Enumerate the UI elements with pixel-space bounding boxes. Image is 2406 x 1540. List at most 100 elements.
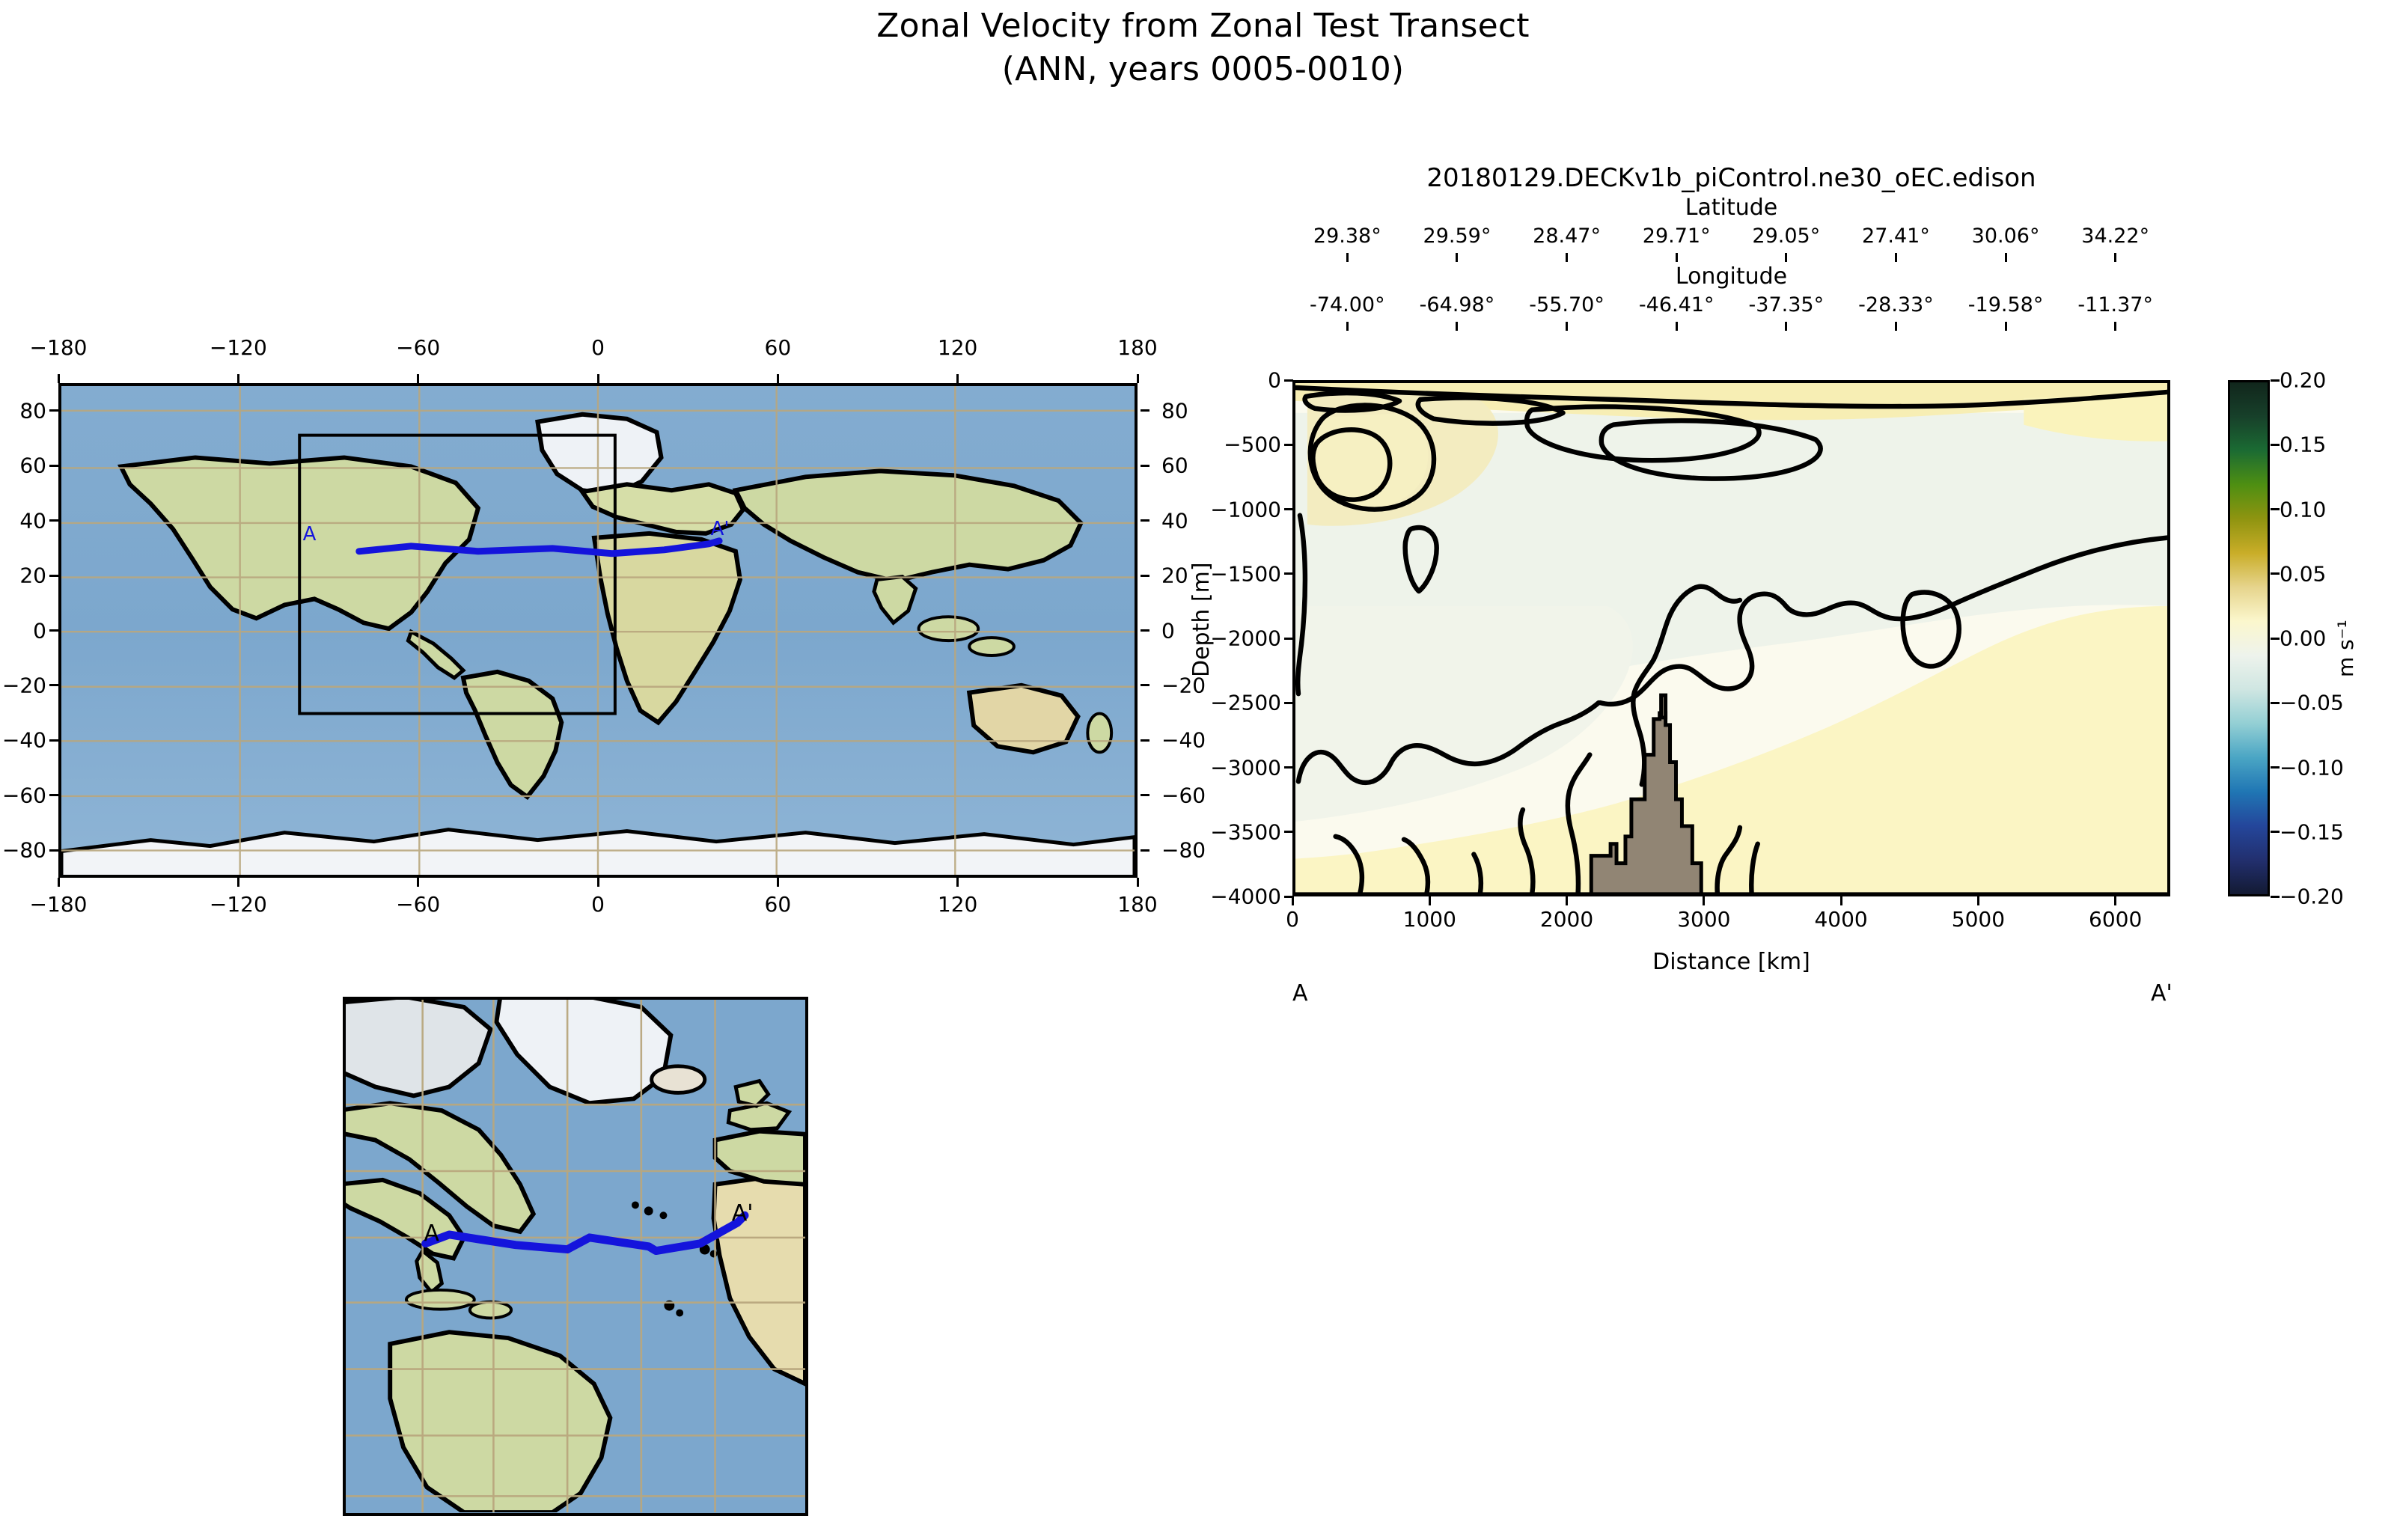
distance-tick-label: 3000 bbox=[1677, 907, 1731, 932]
world-ytick-left-tickmark bbox=[49, 684, 58, 687]
distance-tick-tickmark bbox=[1566, 896, 1569, 905]
world-map-graphic bbox=[61, 386, 1135, 875]
world-ytick-left-label: 60 bbox=[19, 453, 46, 478]
world-ytick-right-label: 80 bbox=[1161, 398, 1188, 424]
colorbar-tick-label: 0.15 bbox=[2280, 432, 2327, 457]
world-xtick-bottom-tickmark bbox=[1136, 878, 1139, 887]
depth-tick-tickmark bbox=[1284, 508, 1293, 510]
world-xtick-bottom-tickmark bbox=[596, 878, 599, 887]
transect-section-plot[interactable] bbox=[1292, 380, 2170, 896]
figure-title: Zonal Velocity from Zonal Test Transect … bbox=[0, 4, 2406, 91]
transect-start-label-inset: A bbox=[424, 1220, 439, 1247]
world-ytick-right-tickmark bbox=[1141, 684, 1149, 687]
world-xtick-top-tickmark bbox=[57, 374, 60, 383]
world-xtick-bottom-label: 180 bbox=[1117, 892, 1158, 917]
global-locator-map[interactable]: A A' bbox=[58, 383, 1138, 878]
latitude-tick-tickmark bbox=[1566, 253, 1569, 262]
colorbar-tick-tickmark bbox=[2271, 831, 2280, 834]
inset-map-graphic bbox=[346, 1000, 805, 1513]
colorbar[interactable] bbox=[2228, 380, 2270, 896]
longitude-tick-tickmark bbox=[1785, 322, 1788, 331]
depth-tick-label: −3500 bbox=[1210, 819, 1281, 845]
world-xtick-bottom-tickmark bbox=[776, 878, 779, 887]
world-ytick-left-label: −80 bbox=[1, 837, 46, 863]
depth-tick-label: −3000 bbox=[1210, 755, 1281, 780]
colorbar-tick-tickmark bbox=[2271, 443, 2280, 446]
latitude-tick-label: 29.38° bbox=[1313, 224, 1381, 248]
world-ytick-left-tickmark bbox=[49, 739, 58, 742]
world-xtick-bottom-label: 0 bbox=[591, 892, 605, 917]
longitude-tick-label: -28.33° bbox=[1858, 293, 1934, 317]
world-xtick-top-label: 120 bbox=[937, 335, 978, 360]
world-ytick-right-tickmark bbox=[1141, 409, 1149, 412]
world-xtick-top-label: 180 bbox=[1117, 335, 1158, 360]
regional-zoom-map[interactable]: A A' bbox=[343, 997, 808, 1516]
world-ytick-left-label: −40 bbox=[1, 727, 46, 753]
colorbar-tick-label: 0.05 bbox=[2280, 561, 2327, 587]
distance-axis-title: Distance [km] bbox=[1652, 949, 1810, 975]
world-xtick-bottom-label: 60 bbox=[764, 892, 792, 917]
longitude-tick-tickmark bbox=[2114, 322, 2117, 331]
world-ytick-left-tickmark bbox=[49, 794, 58, 797]
latitude-tick-label: 29.59° bbox=[1423, 224, 1491, 248]
world-ytick-right-label: −40 bbox=[1161, 727, 1206, 753]
latitude-tick-tickmark bbox=[1346, 253, 1349, 262]
world-xtick-bottom-label: 120 bbox=[937, 892, 978, 917]
world-ytick-left-label: −60 bbox=[1, 783, 46, 808]
world-xtick-bottom-label: −180 bbox=[29, 892, 88, 917]
inset-transect-line bbox=[421, 1211, 749, 1256]
depth-tick-label: −1500 bbox=[1210, 561, 1281, 587]
longitude-tick-label: -37.35° bbox=[1748, 293, 1825, 317]
latitude-tick-label: 28.47° bbox=[1533, 224, 1601, 248]
transect-line bbox=[355, 537, 723, 557]
world-ytick-right-tickmark bbox=[1141, 739, 1149, 742]
latitude-tick-tickmark bbox=[2114, 253, 2117, 262]
colorbar-unit-label: m s⁻¹ bbox=[2333, 620, 2358, 677]
world-ytick-right-label: 40 bbox=[1161, 508, 1188, 534]
world-ytick-right-tickmark bbox=[1141, 629, 1149, 632]
longitude-tick-tickmark bbox=[1566, 322, 1569, 331]
colorbar-tick-tickmark bbox=[2271, 637, 2280, 640]
depth-tick-tickmark bbox=[1284, 572, 1293, 575]
transect-endpoint-start: A bbox=[1292, 980, 1308, 1006]
world-ytick-left-tickmark bbox=[49, 519, 58, 522]
colorbar-tick-label: −0.20 bbox=[2280, 884, 2344, 909]
world-ytick-right-label: −80 bbox=[1161, 837, 1206, 863]
transect-field-graphic bbox=[1295, 383, 2167, 893]
world-xtick-bottom-tickmark bbox=[236, 878, 239, 887]
longitude-tick-label: -19.58° bbox=[1967, 293, 2044, 317]
colorbar-tick-label: −0.15 bbox=[2280, 819, 2344, 845]
distance-tick-label: 4000 bbox=[1814, 907, 1868, 932]
longitude-tick-tickmark bbox=[1894, 322, 1897, 331]
colorbar-tick-tickmark bbox=[2271, 379, 2280, 382]
depth-tick-tickmark bbox=[1284, 443, 1293, 446]
depth-tick-tickmark bbox=[1284, 701, 1293, 704]
latitude-tick-label: 29.71° bbox=[1642, 224, 1711, 248]
world-ytick-left-tickmark bbox=[49, 464, 58, 467]
run-name-label: 20180129.DECKv1b_piControl.ne30_oEC.edis… bbox=[1426, 163, 2036, 193]
depth-tick-label: −1000 bbox=[1210, 497, 1281, 522]
transect-end-label-inset: A' bbox=[731, 1200, 754, 1226]
colorbar-tick-label: 0.10 bbox=[2280, 497, 2327, 522]
world-xtick-top-tickmark bbox=[1136, 374, 1139, 383]
colorbar-tick-tickmark bbox=[2271, 701, 2280, 704]
world-xtick-top-tickmark bbox=[776, 374, 779, 383]
world-ytick-left-tickmark bbox=[49, 629, 58, 632]
depth-tick-label: −4000 bbox=[1210, 884, 1281, 909]
colorbar-tick-tickmark bbox=[2271, 572, 2280, 575]
latitude-tick-tickmark bbox=[1894, 253, 1897, 262]
colorbar-tick-tickmark bbox=[2271, 508, 2280, 510]
world-xtick-bottom-tickmark bbox=[956, 878, 959, 887]
world-ytick-left-label: −20 bbox=[1, 673, 46, 698]
longitude-tick-label: -74.00° bbox=[1310, 293, 1385, 317]
longitude-tick-label: -46.41° bbox=[1638, 293, 1715, 317]
longitude-tick-label: -64.98° bbox=[1419, 293, 1495, 317]
inset-region-box bbox=[298, 433, 617, 715]
longitude-tick-tickmark bbox=[1346, 322, 1349, 331]
transect-start-label-world: A bbox=[302, 522, 317, 546]
longitude-axis-title: Longitude bbox=[1675, 263, 1788, 290]
world-ytick-right-tickmark bbox=[1141, 574, 1149, 577]
world-xtick-top-tickmark bbox=[236, 374, 239, 383]
distance-tick-label: 5000 bbox=[1951, 907, 2006, 932]
depth-tick-tickmark bbox=[1284, 637, 1293, 640]
